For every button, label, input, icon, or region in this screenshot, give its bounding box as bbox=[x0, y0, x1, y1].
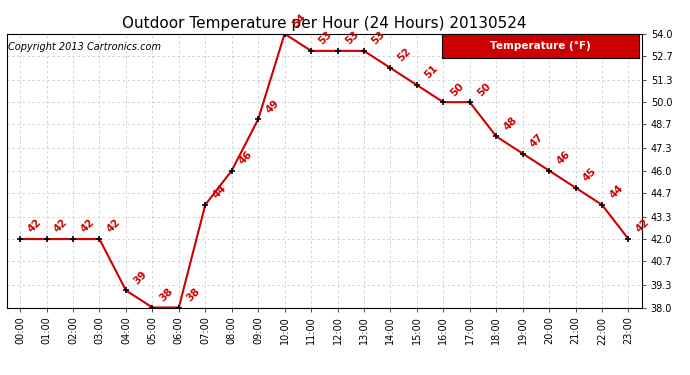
Text: 46: 46 bbox=[237, 149, 255, 166]
Text: 42: 42 bbox=[79, 217, 96, 235]
Text: 47: 47 bbox=[529, 132, 546, 149]
Text: 48: 48 bbox=[502, 115, 519, 132]
Text: 50: 50 bbox=[475, 81, 493, 98]
Text: 42: 42 bbox=[634, 217, 651, 235]
Text: 54: 54 bbox=[290, 12, 308, 30]
Text: 42: 42 bbox=[52, 217, 70, 235]
Text: 50: 50 bbox=[449, 81, 466, 98]
Text: 52: 52 bbox=[396, 46, 413, 64]
Text: 39: 39 bbox=[132, 269, 149, 286]
Text: 44: 44 bbox=[211, 183, 228, 201]
Text: 44: 44 bbox=[608, 183, 625, 201]
Text: Copyright 2013 Cartronics.com: Copyright 2013 Cartronics.com bbox=[8, 42, 161, 52]
Text: 49: 49 bbox=[264, 98, 281, 115]
Text: 42: 42 bbox=[105, 217, 122, 235]
Text: 45: 45 bbox=[581, 166, 598, 184]
Title: Outdoor Temperature per Hour (24 Hours) 20130524: Outdoor Temperature per Hour (24 Hours) … bbox=[122, 16, 526, 31]
Text: 38: 38 bbox=[158, 286, 175, 303]
Text: 38: 38 bbox=[184, 286, 201, 303]
Text: 46: 46 bbox=[555, 149, 572, 166]
Text: 53: 53 bbox=[343, 29, 360, 47]
Text: 51: 51 bbox=[422, 64, 440, 81]
Text: 53: 53 bbox=[370, 29, 387, 47]
Text: 42: 42 bbox=[26, 217, 43, 235]
Text: 53: 53 bbox=[317, 29, 334, 47]
